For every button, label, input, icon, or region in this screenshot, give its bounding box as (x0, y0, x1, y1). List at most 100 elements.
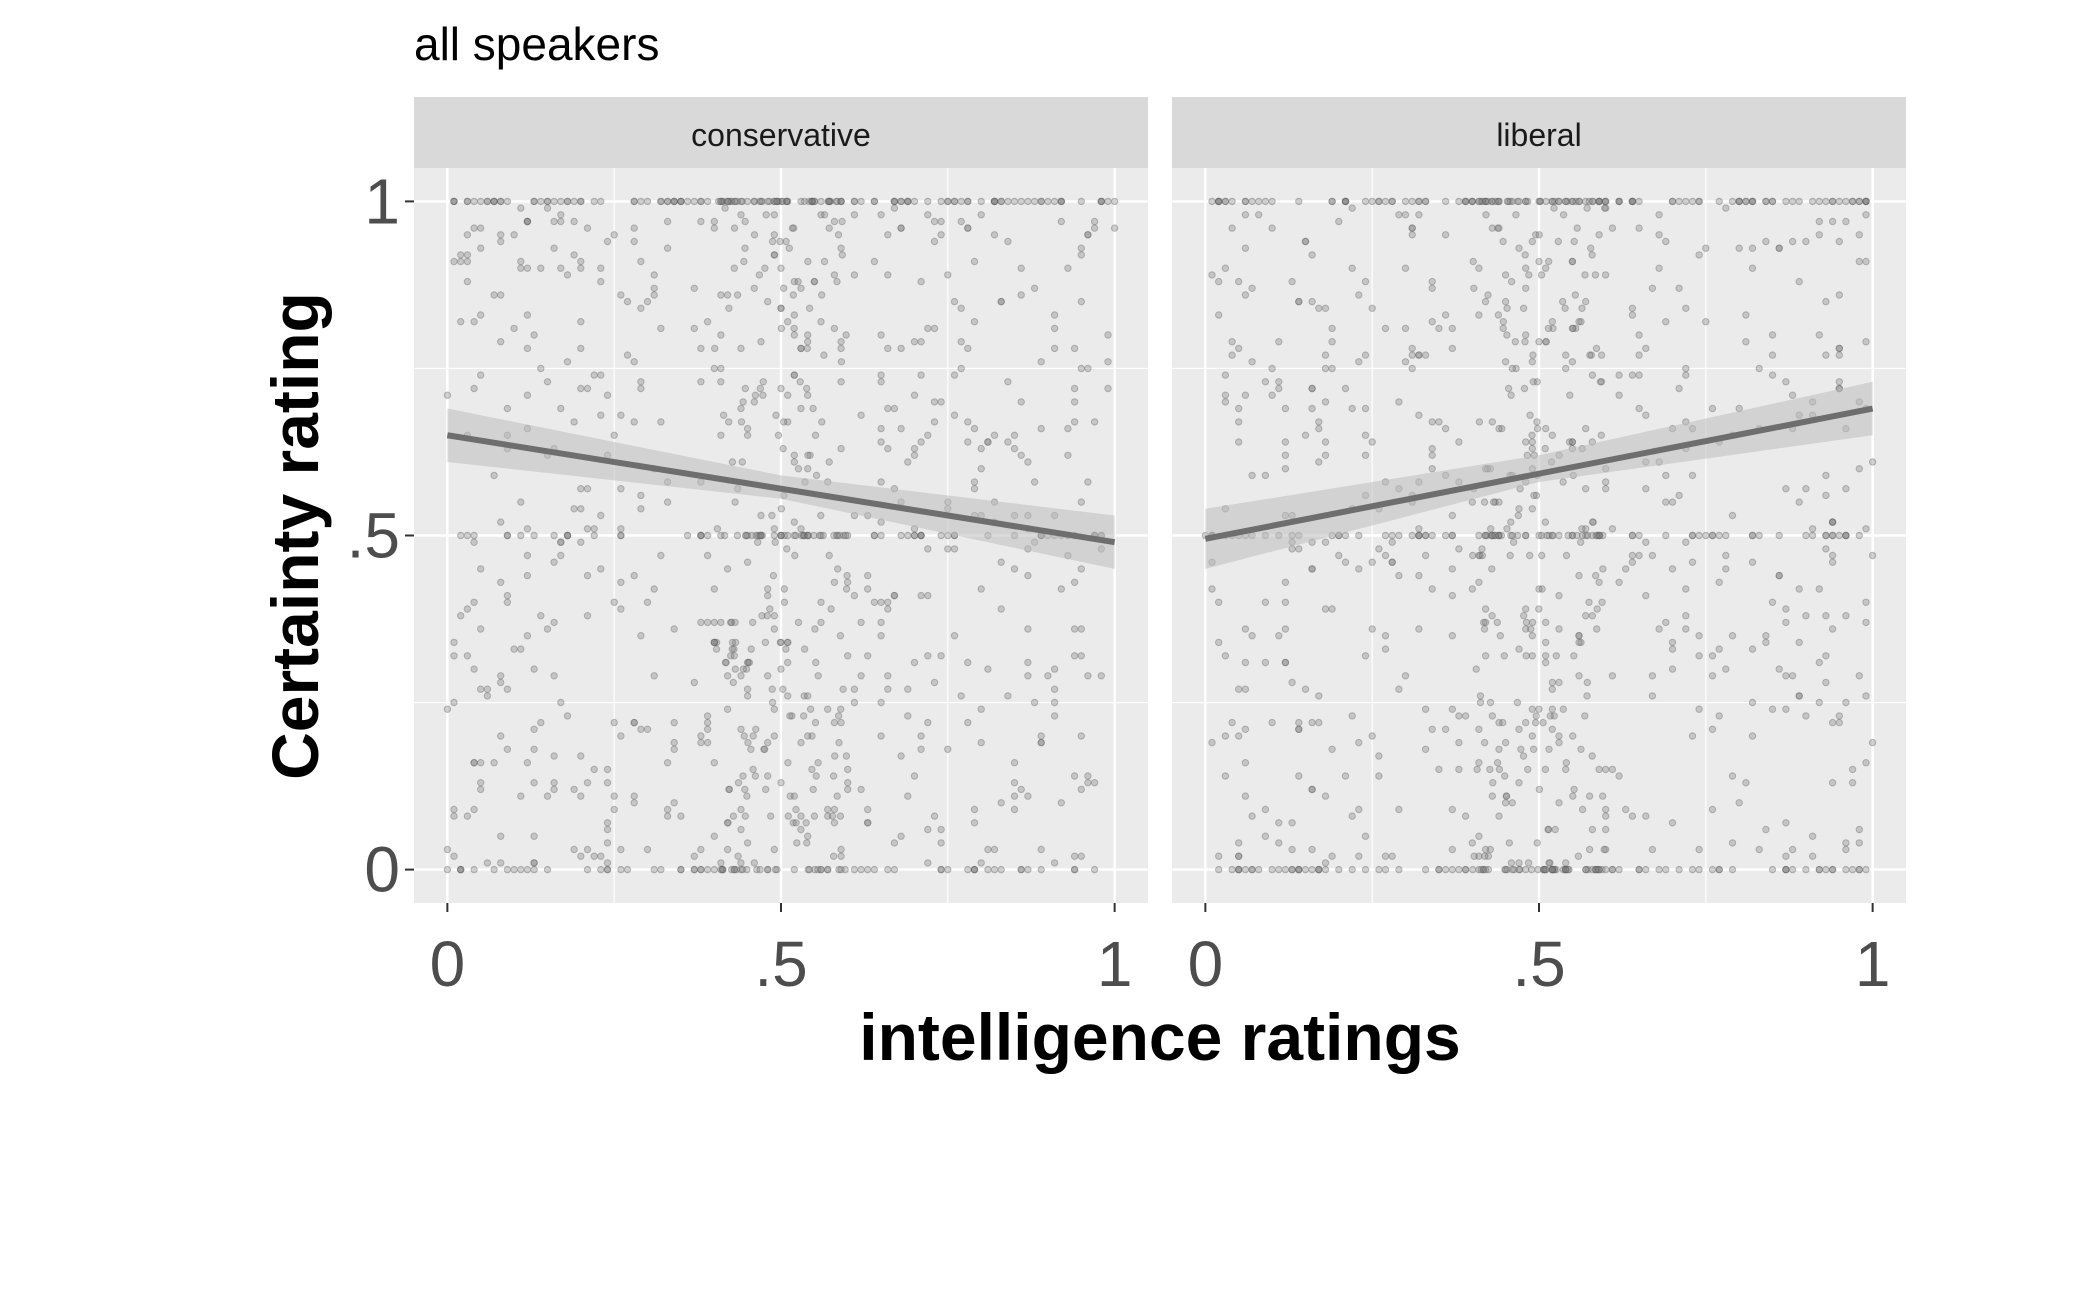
data-point (964, 865, 972, 874)
data-point (730, 865, 738, 874)
data-point (792, 819, 800, 827)
data-point (1499, 318, 1508, 326)
data-point (1533, 839, 1541, 847)
data-point (832, 197, 841, 206)
data-point (842, 752, 851, 760)
data-point (1768, 197, 1777, 206)
data-point (1090, 865, 1099, 874)
data-point (703, 318, 712, 326)
data-point (1228, 197, 1236, 206)
data-point (841, 531, 850, 540)
strip-liberal (1172, 97, 1906, 168)
data-point (1484, 291, 1492, 299)
data-point (610, 805, 618, 814)
data-point (837, 444, 845, 453)
data-point (1448, 591, 1457, 600)
data-point (815, 531, 824, 540)
data-point (990, 197, 999, 206)
data-point (745, 658, 754, 667)
data-point (964, 718, 972, 727)
data-point (804, 531, 813, 540)
data-point (770, 612, 778, 620)
data-point (457, 865, 465, 874)
data-point (917, 371, 925, 379)
data-point (1688, 558, 1697, 566)
data-point (477, 759, 485, 767)
data-point (811, 431, 820, 439)
data-point (1235, 344, 1243, 353)
data-point (550, 779, 558, 787)
data-point (1495, 812, 1503, 820)
data-point (924, 545, 932, 553)
data-point (724, 819, 732, 827)
data-point (1241, 685, 1250, 693)
data-point (757, 531, 765, 540)
data-point (970, 865, 979, 874)
data-point (550, 672, 558, 680)
data-point (1559, 705, 1568, 713)
data-point (1528, 632, 1537, 640)
data-point (630, 718, 638, 727)
data-point (1475, 311, 1483, 319)
data-point (728, 638, 737, 647)
data-point (1515, 244, 1523, 252)
data-point (1552, 652, 1561, 660)
data-point (713, 525, 722, 533)
data-point (810, 197, 819, 206)
data-point (610, 231, 618, 239)
data-point (697, 531, 705, 540)
data-point (1583, 692, 1591, 700)
data-point (743, 865, 751, 874)
data-point (1495, 197, 1503, 206)
data-point (583, 485, 592, 493)
data-point (743, 558, 752, 566)
data-point (833, 792, 841, 800)
data-point (1030, 197, 1039, 206)
data-point (1682, 538, 1690, 546)
data-point (1762, 237, 1770, 246)
data-point (984, 865, 992, 874)
data-point (1401, 358, 1410, 366)
data-point (1601, 197, 1610, 206)
data-point (1828, 518, 1837, 526)
data-point (597, 865, 605, 874)
data-point (1341, 772, 1350, 780)
data-point (590, 531, 598, 540)
data-point (772, 411, 780, 419)
data-point (717, 865, 725, 874)
data-point (1588, 531, 1597, 540)
data-point (1328, 197, 1336, 206)
data-point (857, 618, 865, 627)
data-point (583, 525, 592, 533)
data-point (1428, 585, 1436, 593)
data-point (643, 598, 652, 606)
data-point (1555, 738, 1563, 747)
data-point (1688, 865, 1697, 874)
data-point (767, 812, 775, 820)
data-point (1795, 692, 1803, 700)
data-point (1110, 197, 1119, 206)
data-point (1361, 652, 1370, 660)
data-point (657, 418, 665, 426)
data-point (1715, 578, 1723, 586)
data-point (1668, 197, 1677, 206)
data-point (737, 859, 745, 867)
data-point (603, 865, 612, 874)
data-point (1735, 197, 1743, 206)
data-point (837, 718, 845, 727)
data-point (1381, 551, 1390, 560)
data-point (1241, 625, 1250, 633)
data-point (1515, 779, 1523, 787)
data-point (677, 865, 685, 874)
data-point (1533, 418, 1541, 426)
data-point (837, 197, 845, 206)
data-point (1655, 625, 1663, 633)
data-point (917, 531, 925, 540)
data-point (1500, 652, 1509, 660)
strip-label-conservative: conservative (691, 117, 871, 153)
data-point (812, 658, 820, 667)
data-point (577, 852, 585, 860)
data-point (1268, 197, 1276, 206)
data-point (1855, 257, 1864, 266)
data-point (563, 712, 572, 720)
